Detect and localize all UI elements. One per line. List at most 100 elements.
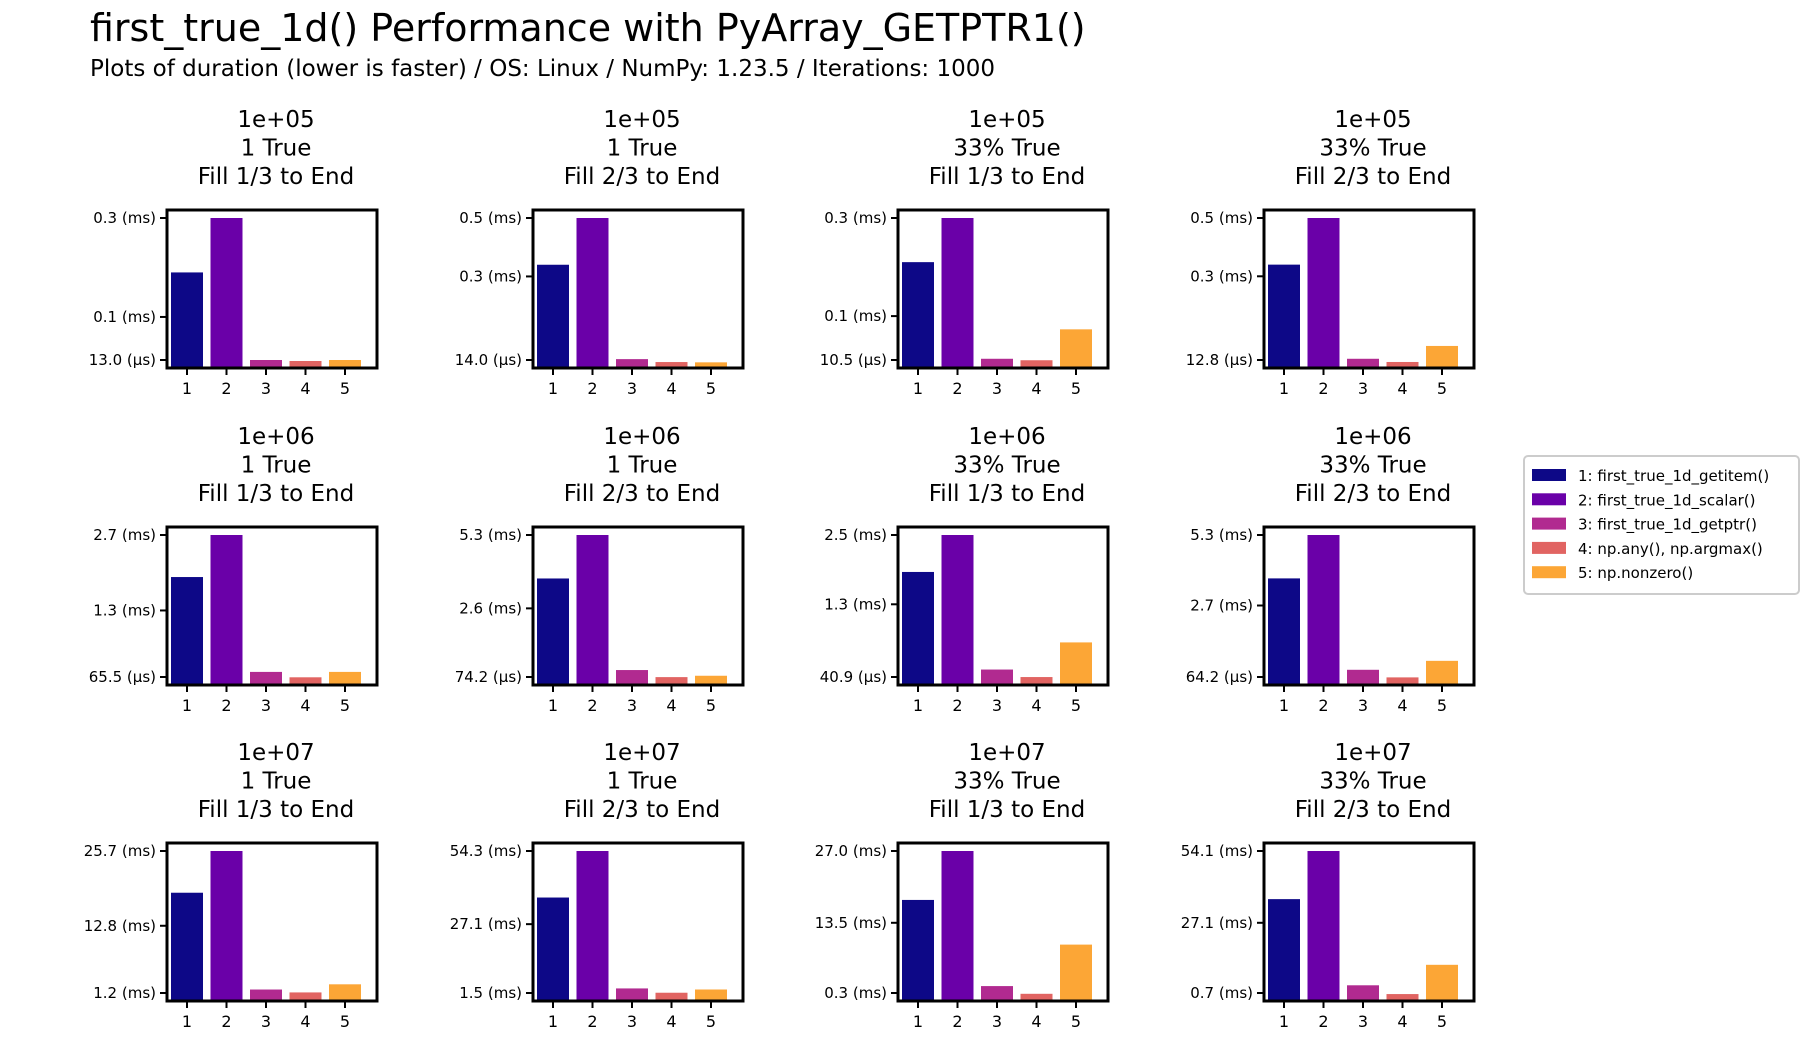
y-tick-label: 74.2 (µs) (455, 668, 522, 686)
bar (537, 578, 569, 685)
y-tick-label: 14.0 (µs) (455, 351, 522, 369)
x-tick-label: 3 (261, 696, 271, 715)
figure-subtitle: Plots of duration (lower is faster) / OS… (90, 56, 995, 82)
bar (616, 988, 648, 1001)
x-tick-label: 3 (627, 379, 637, 398)
y-tick-label: 0.3 (ms) (93, 209, 156, 227)
y-tick-label: 12.8 (ms) (84, 917, 156, 935)
bar (1268, 578, 1300, 685)
subplot-title-line: Fill 1/3 to End (929, 797, 1085, 823)
x-tick-label: 5 (1437, 696, 1447, 715)
y-tick-label: 27.1 (ms) (1181, 914, 1253, 932)
legend-label: 3: first_true_1d_getptr() (1578, 516, 1757, 535)
legend-swatch (1532, 541, 1566, 554)
y-tick-label: 0.5 (ms) (459, 209, 522, 227)
subplot-title-line: 33% True (953, 769, 1060, 795)
bar (210, 851, 243, 1001)
bar (695, 362, 727, 368)
x-tick-label: 4 (1397, 696, 1407, 715)
subplot-title-line: Fill 2/3 to End (1295, 797, 1451, 823)
subplot-title-line: 33% True (1319, 136, 1426, 162)
y-tick-label: 64.2 (µs) (1186, 668, 1253, 686)
axes-frame (531, 208, 745, 370)
panels-grid: 1e+05 1 True Fill 1/3 to End 13.0 (µs) 0.1 (… (84, 107, 1476, 1031)
axes-frame (165, 208, 379, 370)
x-tick-label: 4 (1397, 379, 1407, 398)
x-tick-label: 2 (221, 379, 231, 398)
bar (1268, 899, 1300, 1001)
bar (329, 984, 361, 1001)
bar (902, 571, 934, 685)
subplot-title-line: 1e+05 (237, 107, 314, 133)
subplot-title-line: Fill 2/3 to End (1295, 481, 1451, 507)
subplot-title-line: Fill 1/3 to End (929, 481, 1085, 507)
x-tick-label: 3 (992, 1012, 1002, 1031)
bar (289, 360, 322, 368)
y-tick-label: 0.3 (ms) (459, 267, 522, 285)
bar (902, 899, 934, 1001)
y-tick-label: 27.0 (ms) (815, 842, 887, 860)
x-tick-label: 4 (666, 379, 676, 398)
y-tick-label: 1.3 (ms) (93, 601, 156, 619)
bar (1426, 345, 1458, 368)
y-tick-label: 1.2 (ms) (93, 984, 156, 1002)
x-tick-label: 4 (1031, 379, 1041, 398)
x-tick-label: 5 (340, 696, 350, 715)
y-tick-label: 0.3 (ms) (824, 984, 887, 1002)
bar (250, 360, 282, 368)
axes-frame (165, 525, 379, 687)
subplot-title-line: 1e+07 (1334, 740, 1411, 766)
bar (695, 989, 727, 1001)
bar (981, 358, 1013, 368)
y-tick-label: 2.5 (ms) (824, 526, 887, 544)
y-tick-label: 25.7 (ms) (84, 842, 156, 860)
y-tick-label: 1.5 (ms) (459, 984, 522, 1002)
subplot-title-line: 33% True (953, 136, 1060, 162)
bar (210, 535, 243, 685)
subplot-title-line: 1e+05 (603, 107, 680, 133)
subplot-title-line: 1e+06 (1334, 424, 1411, 450)
bar (1268, 264, 1300, 368)
legend: 1: first_true_1d_getitem() 2: first_true_… (1523, 455, 1800, 595)
subplot-title-line: 1e+05 (968, 107, 1045, 133)
subplot-title-line: 1e+07 (237, 740, 314, 766)
x-tick-label: 3 (992, 696, 1002, 715)
x-tick-label: 3 (1358, 379, 1368, 398)
y-tick-label: 0.5 (ms) (1190, 209, 1253, 227)
x-tick-label: 5 (1071, 1012, 1081, 1031)
bar (537, 264, 569, 368)
bar (616, 359, 648, 368)
bar (1347, 985, 1379, 1001)
y-tick-label: 0.1 (ms) (824, 307, 887, 325)
bar (289, 992, 322, 1001)
y-tick-label: 0.1 (ms) (93, 308, 156, 326)
bar (1020, 360, 1053, 368)
y-tick-label: 13.5 (ms) (815, 914, 887, 932)
legend-swatch (1532, 493, 1566, 506)
x-tick-label: 1 (182, 696, 192, 715)
bar (537, 897, 569, 1001)
y-tick-label: 2.6 (ms) (459, 599, 522, 617)
axes-frame (531, 525, 745, 687)
bar (655, 362, 688, 368)
bar (1060, 642, 1092, 685)
bar (941, 218, 974, 368)
bar (171, 577, 203, 685)
bar (1307, 535, 1340, 685)
x-tick-label: 1 (1279, 1012, 1289, 1031)
x-tick-label: 2 (1318, 696, 1328, 715)
bar (1060, 944, 1092, 1001)
x-tick-label: 4 (1031, 1012, 1041, 1031)
subplot-title-line: 1e+05 (1334, 107, 1411, 133)
y-tick-label: 13.0 (µs) (89, 351, 156, 369)
bar (1347, 669, 1379, 685)
x-tick-label: 1 (182, 379, 192, 398)
subplot-title-line: 1 True (607, 769, 678, 795)
x-tick-label: 5 (1071, 696, 1081, 715)
